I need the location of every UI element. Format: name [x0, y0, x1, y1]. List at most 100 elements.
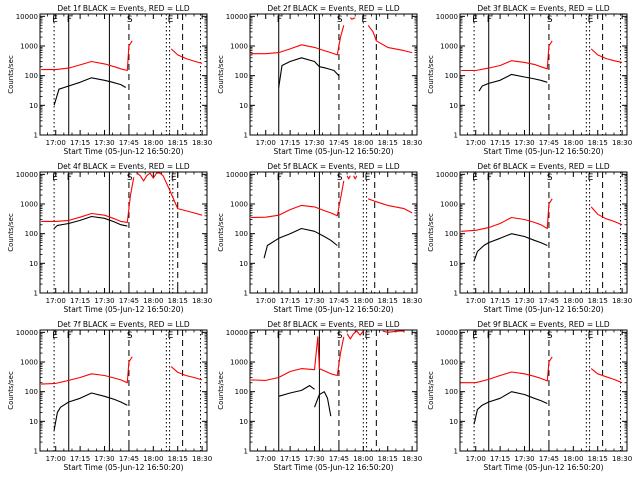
lld-series-line — [461, 40, 553, 72]
y-tick-label: 10000 — [226, 329, 248, 337]
x-tick-label: 17:45 — [329, 139, 349, 147]
x-tick-label: 17:15 — [280, 297, 300, 305]
x-tick-label: 18:00 — [143, 297, 163, 305]
x-tick-label: 18:00 — [563, 455, 583, 463]
x-tick-label: 18:00 — [353, 297, 373, 305]
x-tick-label: 17:30 — [304, 139, 324, 147]
event-marker-label: E — [588, 331, 594, 341]
y-tick-label: 10000 — [436, 13, 458, 21]
y-tick-label: 10 — [239, 418, 248, 426]
panel-title: Det 9f BLACK = Events, RED = LLD — [477, 320, 610, 329]
event-marker-label: F — [277, 173, 282, 183]
x-tick-label: 17:45 — [119, 455, 139, 463]
y-tick-label: 10000 — [436, 171, 458, 179]
event-marker-label: F — [67, 173, 72, 183]
event-marker-label: E — [588, 173, 594, 183]
x-tick-label: 17:45 — [539, 455, 559, 463]
x-tick-label: 18:15 — [588, 455, 608, 463]
x-tick-label: 18:15 — [168, 297, 188, 305]
y-tick-label: 1000 — [20, 201, 38, 209]
x-tick-label: 17:00 — [46, 297, 66, 305]
event-marker-label: S — [127, 331, 133, 341]
lld-series-line — [41, 356, 133, 385]
y-tick-label: 100 — [445, 388, 458, 396]
lld-series-line — [41, 177, 135, 223]
y-tick-label: 10 — [449, 260, 458, 268]
y-tick-label: 1000 — [230, 201, 248, 209]
x-tick-label: 17:15 — [490, 297, 510, 305]
events-series-line — [478, 73, 548, 92]
y-tick-label: 10000 — [16, 329, 38, 337]
events-series-line — [278, 385, 315, 397]
y-tick-label: 10 — [29, 102, 38, 110]
x-tick-label: 17:45 — [329, 455, 349, 463]
x-tick-label: 18:30 — [192, 297, 212, 305]
y-tick-label: 10000 — [226, 13, 248, 21]
lld-series-line — [590, 368, 623, 384]
x-tick-label: 17:00 — [46, 455, 66, 463]
detector-panel-4: Det 4f BLACK = Events, RED = LLD 1 10 100 10… — [7, 162, 212, 314]
lld-series-line — [461, 356, 553, 384]
event-marker-label: E — [365, 173, 371, 183]
x-tick-label: 17:15 — [280, 139, 300, 147]
lld-series-line — [349, 17, 356, 20]
lld-series-line — [382, 330, 404, 333]
y-tick-label: 1 — [454, 448, 458, 456]
event-marker-label: E — [472, 15, 478, 25]
panel-title: Det 4f BLACK = Events, RED = LLD — [57, 162, 190, 171]
y-tick-label: 10 — [449, 102, 458, 110]
event-marker-label: F — [487, 15, 492, 25]
x-tick-label: 18:00 — [143, 139, 163, 147]
y-tick-label: 1 — [244, 448, 248, 456]
event-marker-label: F — [277, 331, 282, 341]
event-marker-label: S — [547, 331, 553, 341]
y-axis-label: Counts/sec — [427, 371, 435, 410]
y-tick-label: 100 — [25, 230, 38, 238]
events-series-line — [473, 391, 548, 425]
x-tick-label: 17:00 — [256, 297, 276, 305]
detector-panel-8: Det 8f BLACK = Events, RED = LLD 1 10 100 10… — [217, 320, 422, 472]
detector-panel-3: Det 3f BLACK = Events, RED = LLD 1 10 100 10… — [427, 4, 632, 156]
panel-title: Det 2f BLACK = Events, RED = LLD — [267, 4, 400, 13]
y-tick-label: 100 — [235, 72, 248, 80]
x-tick-label: 17:00 — [256, 139, 276, 147]
x-tick-label: 17:15 — [280, 455, 300, 463]
y-axis-label: Counts/sec — [217, 371, 225, 410]
detector-panel-5: Det 5f BLACK = Events, RED = LLD 1 10 100 10… — [217, 162, 422, 314]
event-marker-label: F — [277, 15, 282, 25]
x-tick-label: 18:15 — [588, 297, 608, 305]
x-tick-label: 17:45 — [539, 139, 559, 147]
x-tick-label: 18:00 — [563, 297, 583, 305]
panel-title: Det 1f BLACK = Events, RED = LLD — [57, 4, 190, 13]
x-tick-label: 17:00 — [256, 455, 276, 463]
x-tick-label: 17:45 — [539, 297, 559, 305]
y-tick-label: 10 — [29, 418, 38, 426]
lld-series-line — [590, 206, 623, 226]
y-tick-label: 1000 — [440, 201, 458, 209]
lld-series-line — [346, 175, 351, 180]
y-tick-label: 1000 — [230, 43, 248, 51]
panel-title: Det 8f BLACK = Events, RED = LLD — [267, 320, 400, 329]
x-tick-label: 17:30 — [514, 455, 534, 463]
plot-frame — [459, 329, 628, 452]
plot-frame — [39, 329, 208, 452]
y-tick-label: 1 — [454, 290, 458, 298]
y-axis-label: Counts/sec — [217, 55, 225, 94]
y-tick-label: 100 — [445, 72, 458, 80]
x-tick-label: 17:15 — [70, 455, 90, 463]
event-marker-label: E — [52, 173, 58, 183]
panel-title: Det 6f BLACK = Events, RED = LLD — [477, 162, 610, 171]
lld-series-line — [251, 336, 345, 381]
event-marker-label: E — [365, 331, 371, 341]
x-tick-label: 18:00 — [353, 455, 373, 463]
lld-series-line — [346, 330, 364, 340]
x-tick-label: 18:15 — [168, 455, 188, 463]
x-tick-label: 17:30 — [514, 139, 534, 147]
events-series-line — [278, 57, 320, 88]
lld-series-line — [461, 198, 553, 232]
x-tick-label: 17:30 — [94, 139, 114, 147]
y-tick-label: 1 — [34, 290, 38, 298]
x-tick-label: 17:30 — [514, 297, 534, 305]
y-axis-label: Counts/sec — [427, 55, 435, 94]
